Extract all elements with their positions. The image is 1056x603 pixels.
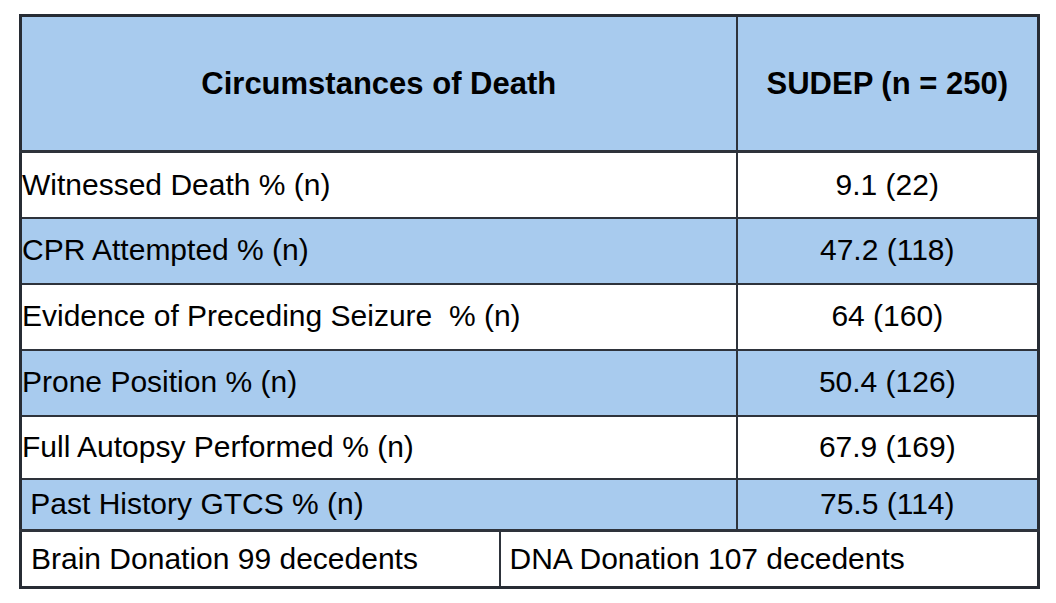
table-row-cpr-attempted: CPR Attempted % (n) 47.2 (118)	[21, 218, 1039, 284]
table-row-past-history-gtcs: Past History GTCS % (n) 75.5 (114)	[21, 479, 1039, 531]
row-label: Evidence of Preceding Seizure % (n)	[21, 284, 737, 350]
table-footer-row: Brain Donation 99 decedents DNA Donation…	[21, 531, 1039, 588]
row-value: 47.2 (118)	[737, 218, 1039, 284]
row-label: Past History GTCS % (n)	[21, 479, 737, 531]
header-circumstances-of-death: Circumstances of Death	[21, 16, 737, 152]
page: Circumstances of Death SUDEP (n = 250) W…	[0, 0, 1056, 603]
footer-dna-donation: DNA Donation 107 decedents	[500, 531, 1039, 588]
row-label: Prone Position % (n)	[21, 350, 737, 416]
row-label: Full Autopsy Performed % (n)	[21, 416, 737, 479]
table-row-full-autopsy: Full Autopsy Performed % (n) 67.9 (169)	[21, 416, 1039, 479]
row-value: 67.9 (169)	[737, 416, 1039, 479]
row-value: 9.1 (22)	[737, 152, 1039, 218]
row-label: CPR Attempted % (n)	[21, 218, 737, 284]
row-value: 50.4 (126)	[737, 350, 1039, 416]
row-value: 64 (160)	[737, 284, 1039, 350]
circumstances-of-death-table: Circumstances of Death SUDEP (n = 250) W…	[19, 14, 1040, 589]
footer-brain-donation: Brain Donation 99 decedents	[21, 531, 500, 588]
table-row-witnessed-death: Witnessed Death % (n) 9.1 (22)	[21, 152, 1039, 218]
table-header-row: Circumstances of Death SUDEP (n = 250)	[21, 16, 1039, 152]
row-value: 75.5 (114)	[737, 479, 1039, 531]
row-label: Witnessed Death % (n)	[21, 152, 737, 218]
table-row-preceding-seizure: Evidence of Preceding Seizure % (n) 64 (…	[21, 284, 1039, 350]
table-row-prone-position: Prone Position % (n) 50.4 (126)	[21, 350, 1039, 416]
header-sudep-n-250: SUDEP (n = 250)	[737, 16, 1039, 152]
